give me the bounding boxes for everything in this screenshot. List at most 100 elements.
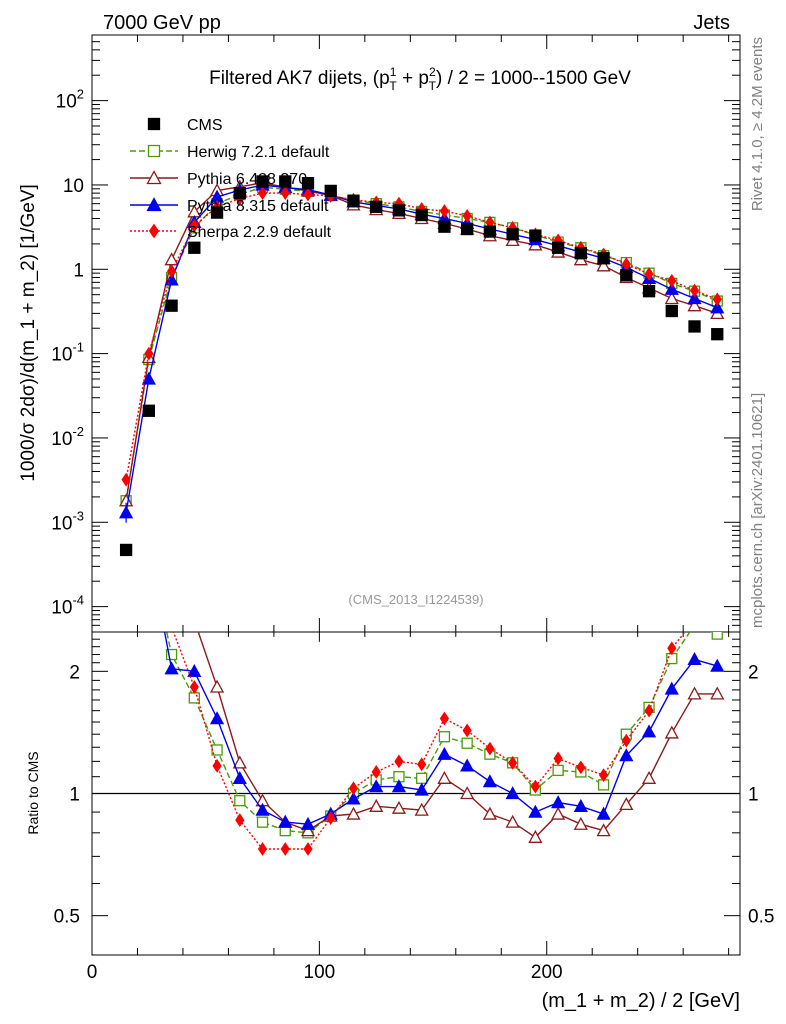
y-tick-label: 102 bbox=[56, 87, 84, 113]
ratio-point-pythia6 bbox=[414, 802, 429, 816]
data-point-cms bbox=[438, 220, 451, 233]
ratio-point-pythia8 bbox=[346, 791, 361, 805]
data-point-cms bbox=[256, 175, 269, 188]
data-point-cms bbox=[415, 208, 428, 222]
legend-item-cms: CMS bbox=[147, 117, 223, 134]
data-point-sherpa bbox=[280, 186, 290, 201]
ratio-tick-label: 0.5 bbox=[54, 907, 80, 928]
legend-item-herwig: Herwig 7.2.1 default bbox=[130, 144, 330, 161]
ratio-point-sherpa bbox=[212, 758, 222, 773]
ratio-point-pythia6 bbox=[346, 806, 361, 820]
ratio-point-herwig bbox=[711, 632, 723, 640]
x-tick-label: 100 bbox=[304, 962, 336, 983]
category-label: Jets bbox=[693, 12, 730, 34]
ratio-point-sherpa bbox=[462, 723, 472, 738]
legend-item-pythia6: Pythia 6.428 370 bbox=[130, 170, 307, 188]
data-point-pythia8 bbox=[164, 272, 179, 286]
ratio-point-pythia6 bbox=[528, 829, 543, 843]
ratio-series-group bbox=[163, 632, 725, 856]
data-point-sherpa bbox=[257, 186, 268, 201]
ratio-point-sherpa bbox=[485, 741, 495, 756]
y-tick-label: 10 bbox=[63, 176, 84, 197]
ratio-point-pythia8 bbox=[278, 814, 293, 828]
ratio-point-herwig bbox=[416, 772, 428, 784]
data-point-pythia6 bbox=[596, 258, 611, 272]
data-point-cms bbox=[461, 222, 474, 236]
data-point-cms bbox=[165, 299, 178, 312]
rivet-version-label: Rivet 4.1.0, ≥ 4.2M events bbox=[749, 37, 766, 211]
ratio-point-sherpa bbox=[530, 779, 540, 794]
y-tick-label: 10-1 bbox=[51, 340, 84, 366]
ratio-point-pythia6 bbox=[573, 816, 588, 830]
ratio-point-herwig bbox=[461, 737, 473, 749]
data-point-cms bbox=[188, 241, 201, 254]
data-point-cms bbox=[597, 252, 610, 265]
ratio-point-herwig bbox=[234, 795, 246, 807]
energy-label: 7000 GeV pp bbox=[103, 12, 221, 34]
ratio-point-sherpa bbox=[348, 781, 359, 796]
ratio-line-sherpa bbox=[172, 632, 686, 850]
data-point-pythia8 bbox=[141, 371, 156, 385]
data-point-sherpa bbox=[644, 267, 654, 281]
ratio-point-sherpa bbox=[394, 754, 404, 769]
ratio-point-herwig bbox=[552, 764, 564, 777]
data-point-cms bbox=[210, 206, 224, 219]
ratio-point-pythia8 bbox=[255, 802, 270, 816]
ratio-point-pythia8 bbox=[551, 795, 566, 809]
ratio-point-herwig bbox=[438, 731, 451, 743]
data-point-sherpa bbox=[166, 264, 177, 279]
legend-marker-pythia8 bbox=[146, 197, 162, 212]
analysis-id-label: (CMS_2013_I1224539) bbox=[348, 592, 483, 607]
data-point-pythia6 bbox=[164, 252, 179, 266]
data-point-cms bbox=[279, 175, 292, 188]
ratio-point-pythia8 bbox=[573, 798, 588, 812]
ratio-point-pythia8 bbox=[664, 681, 679, 695]
ratio-point-sherpa bbox=[417, 757, 427, 772]
data-point-pythia8 bbox=[687, 291, 702, 305]
legend-item-sherpa: Sherpa 2.2.9 default bbox=[130, 223, 332, 241]
ratio-point-pythia6 bbox=[664, 725, 679, 739]
ratio-point-sherpa bbox=[621, 733, 631, 748]
legend-item-pythia8: Pythia 8.315 default bbox=[130, 197, 329, 215]
ratio-point-sherpa bbox=[667, 641, 677, 656]
ratio-point-pythia8 bbox=[641, 724, 657, 738]
data-point-cms bbox=[370, 200, 383, 214]
ratio-point-pythia6 bbox=[687, 686, 702, 700]
ratio-point-pythia6 bbox=[505, 814, 520, 828]
data-point-cms bbox=[301, 177, 315, 190]
legend-label-cms: CMS bbox=[187, 117, 223, 134]
ratio-point-pythia6 bbox=[369, 798, 384, 812]
data-point-cms bbox=[574, 247, 587, 260]
x-tick-label: 200 bbox=[531, 962, 563, 983]
data-point-cms bbox=[665, 304, 678, 318]
plot-title: Filtered AK7 dijets, (p1 T + p2 T) / 2 = 1… bbox=[209, 65, 631, 93]
data-point-pythia8 bbox=[710, 300, 725, 314]
ratio-point-pythia6 bbox=[391, 800, 407, 814]
ratio-point-sherpa bbox=[439, 711, 450, 726]
ratio-series-pythia6 bbox=[197, 632, 725, 843]
ratio-point-sherpa bbox=[576, 760, 586, 775]
y-tick-label: 1 bbox=[73, 260, 84, 281]
ratio-point-pythia8 bbox=[391, 779, 407, 793]
series-cms bbox=[119, 175, 724, 557]
data-point-pythia6 bbox=[664, 291, 679, 305]
legend-label-herwig: Herwig 7.2.1 default bbox=[187, 144, 330, 161]
data-point-sherpa bbox=[712, 292, 722, 307]
ratio-point-pythia8 bbox=[232, 770, 247, 784]
ratio-point-pythia6 bbox=[209, 679, 225, 693]
x-tick-label: 0 bbox=[87, 962, 98, 983]
ratio-tick-label: 1 bbox=[69, 785, 80, 806]
ratio-y-axis-label: Ratio to CMS bbox=[25, 751, 41, 834]
data-point-sherpa bbox=[303, 187, 313, 202]
ratio-point-pythia6 bbox=[482, 806, 497, 820]
ratio-point-pythia8 bbox=[710, 658, 725, 672]
ratio-point-sherpa bbox=[303, 842, 313, 856]
data-point-cms bbox=[551, 241, 565, 254]
ratio-point-herwig bbox=[256, 816, 269, 828]
ratio-series-pythia8 bbox=[163, 632, 725, 830]
data-point-cms bbox=[119, 543, 133, 557]
data-point-pythia8 bbox=[664, 281, 679, 295]
y-axis-label: 1000/σ 2dσ)/d(m_1 + m_2) [1/GeV] bbox=[18, 184, 39, 482]
ratio-point-sherpa bbox=[280, 842, 290, 856]
